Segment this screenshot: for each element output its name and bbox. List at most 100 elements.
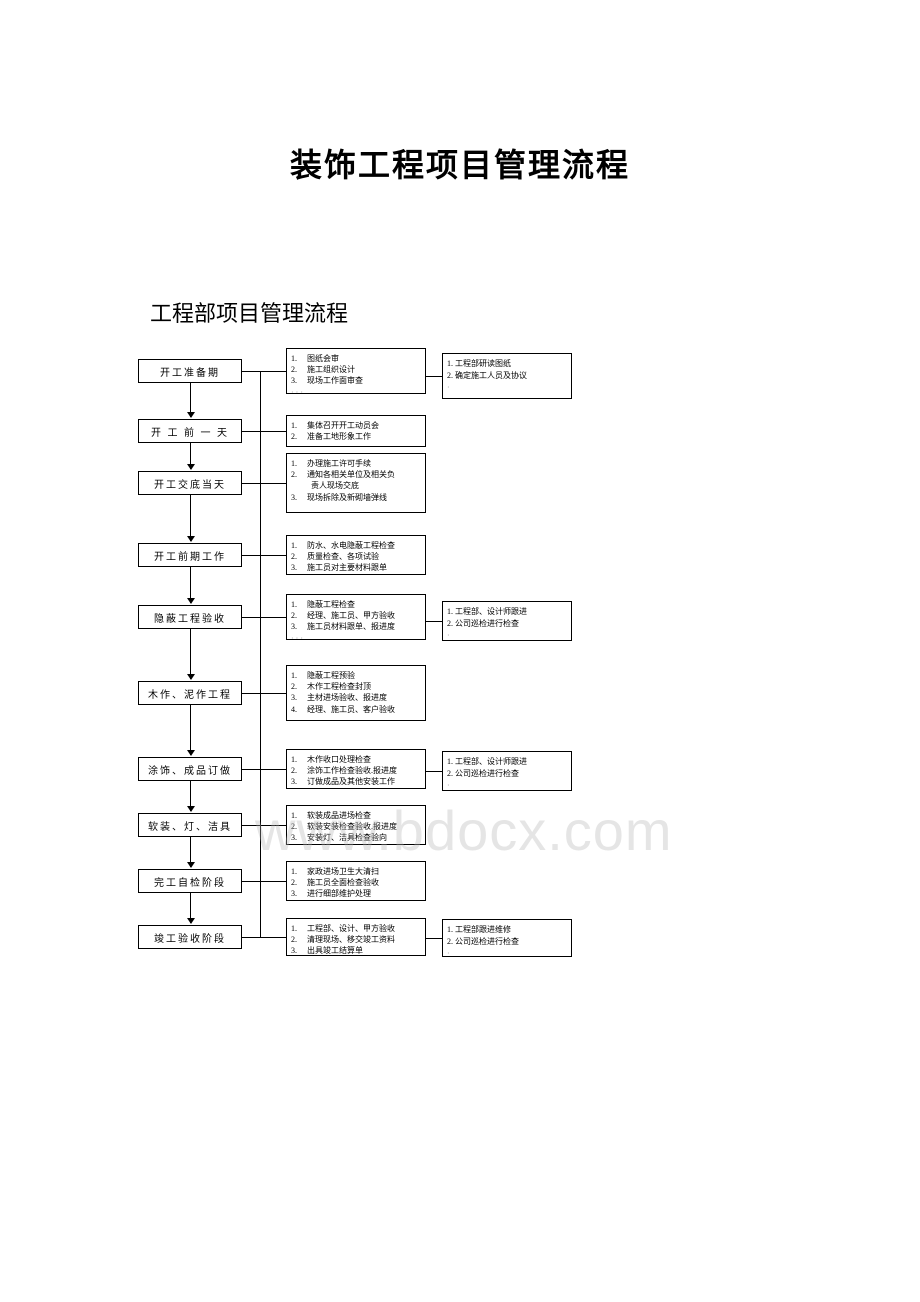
side-box-s1: 1. 工程部研读图纸2. 确定施工人员及协议· [442,353,572,399]
conn [242,371,260,372]
detail-item: 1. 家政进场卫生大清扫 [291,866,421,877]
detail-item: 2. 涂饰工作检查验收.报进度 [291,765,421,776]
conn [242,937,260,938]
detail-box-s2: 1. 集体召开开工动员会2. 准备工地形象工作 [286,415,426,447]
detail-item: 1. 防水、水电隐蔽工程检查 [291,540,421,551]
conn [242,769,260,770]
stage-box-s8: 软装、灯、洁具 [138,813,242,837]
side-item: 2. 公司巡检进行检查 [447,936,567,948]
detail-item: 2. 木作工程检查封顶 [291,681,421,692]
hub-vertical [260,371,261,937]
detail-item: 3. 订做成品及其他安装工作 [291,776,421,787]
detail-item: 1. 木作收口处理检查 [291,754,421,765]
stage-box-s2: 开 工 前 一 天 [138,419,242,443]
stage-box-s6: 木作、泥作工程 [138,681,242,705]
conn [242,483,260,484]
detail-box-s7: 1. 木作收口处理检查2. 涂饰工作检查验收.报进度3. 订做成品及其他安装工作 [286,749,426,789]
detail-box-s8: 1. 软装成品进场检查2. 软装安装检查验收.报进度3. 安装灯、洁具检查验向 [286,805,426,845]
side-item-trunc: · [447,630,567,641]
detail-item: 1. 隐蔽工程检查 [291,599,421,610]
arrow-down [190,781,191,811]
stage-label: 木作、泥作工程 [148,686,232,701]
detail-item: 2. 通知各相关单位及相关负 [291,469,421,480]
conn [426,376,442,377]
conn [242,881,260,882]
conn [426,771,442,772]
stage-label: 隐蔽工程验收 [154,610,226,625]
detail-item: 2. 清理现场、移交竣工资料 [291,934,421,945]
arrow-down [190,629,191,679]
detail-item: 2. 施工员全面检查验收 [291,877,421,888]
conn [260,431,286,432]
arrow-down [190,705,191,755]
detail-item: 3. 现场工作面审查 [291,375,421,386]
conn [426,938,442,939]
detail-item: 1. 集体召开开工动员会 [291,420,421,431]
arrow-down [190,567,191,603]
stage-label: 开工交底当天 [154,476,226,491]
conn [260,617,286,618]
stage-label: 竣工验收阶段 [154,930,226,945]
detail-box-s3: 1. 办理施工许可手续2. 通知各相关单位及相关负责人现场交底3. 现场拆除及新… [286,453,426,513]
detail-item: 2. 准备工地形象工作 [291,431,421,442]
stage-label: 涂饰、成品订做 [148,762,232,777]
side-item: 2. 公司巡检进行检查 [447,768,567,780]
stage-box-s4: 开工前期工作 [138,543,242,567]
conn [242,617,260,618]
side-item: 2. 确定施工人员及协议 [447,370,567,382]
detail-item: 3. 进行细部维护处理 [291,888,421,899]
detail-item: 2. 软装安装检查验收.报进度 [291,821,421,832]
detail-box-s10: 1. 工程部、设计、甲方验收2. 清理现场、移交竣工资料3. 出具竣工结算单 [286,918,426,956]
conn [260,555,286,556]
detail-item: 2. 施工组织设计 [291,364,421,375]
side-item: 1. 工程部研读图纸 [447,358,567,370]
conn [260,825,286,826]
side-item: 2. 公司巡检进行检查 [447,618,567,630]
detail-item: 3. 安装灯、洁具检查验向 [291,832,421,843]
stage-label: 完工自检阶段 [154,874,226,889]
conn [242,825,260,826]
sub-title: 工程部项目管理流程 [150,296,920,328]
stage-box-s5: 隐蔽工程验收 [138,605,242,629]
detail-item: 2. 质量检查、各项试验 [291,551,421,562]
detail-item: 3. 现场拆除及新砌墙弹线 [291,492,421,503]
detail-item: 1. 图纸会审 [291,353,421,364]
side-item-trunc: · [447,382,567,394]
arrow-down [190,893,191,923]
stage-box-s10: 竣工验收阶段 [138,925,242,949]
detail-item: 4. 经理、施工员、客户验收 [291,704,421,715]
arrow-down [190,495,191,541]
main-title: 装饰工程项目管理流程 [0,140,920,186]
conn [426,621,442,622]
detail-item-cont: 责人现场交底 [291,480,421,491]
arrow-down [190,383,191,417]
detail-item: 3. 主材进场验收、报进度 [291,692,421,703]
detail-item: 1. 软装成品进场检查 [291,810,421,821]
detail-item: 2. 经理、施工员、甲方验收 [291,610,421,621]
detail-item: 1. 隐蔽工程预验 [291,670,421,681]
stage-label: 开 工 前 一 天 [151,424,229,439]
conn [260,937,286,938]
detail-item: 3. 施工员材料跟单、报进度 [291,621,421,632]
flowchart-canvas: 开工准备期1. 图纸会审2. 施工组织设计3. 现场工作面审查· · ·1. 工… [138,343,920,983]
detail-item: 1. 办理施工许可手续 [291,458,421,469]
detail-box-s9: 1. 家政进场卫生大清扫2. 施工员全面检查验收3. 进行细部维护处理 [286,861,426,901]
stage-label: 软装、灯、洁具 [148,818,232,833]
conn [260,769,286,770]
detail-item-trunc: · · · [291,633,421,640]
stage-box-s1: 开工准备期 [138,359,242,383]
arrow-down [190,443,191,469]
side-item: 1. 工程部、设计师跟进 [447,606,567,618]
conn [260,483,286,484]
conn [242,693,260,694]
stage-box-s7: 涂饰、成品订做 [138,757,242,781]
side-item-trunc: · [447,780,567,791]
stage-label: 开工前期工作 [154,548,226,563]
side-item: 1. 工程部跟进维修 [447,924,567,936]
stage-box-s9: 完工自检阶段 [138,869,242,893]
conn [260,881,286,882]
detail-item: 1. 工程部、设计、甲方验收 [291,923,421,934]
stage-box-s3: 开工交底当天 [138,471,242,495]
conn [242,555,260,556]
side-box-s10: 1. 工程部跟进维修2. 公司巡检进行检查· [442,919,572,957]
